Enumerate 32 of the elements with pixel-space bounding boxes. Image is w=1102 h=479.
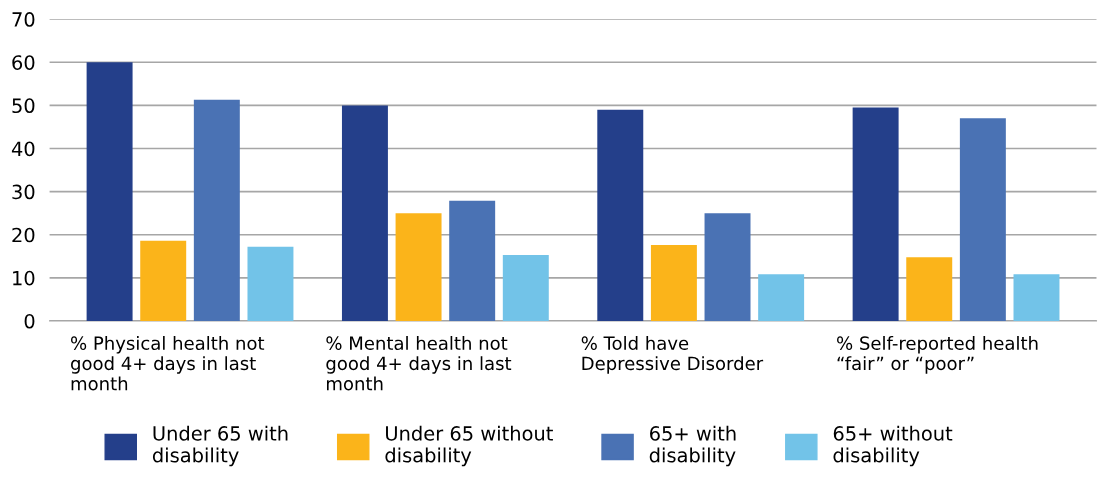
bar [449, 200, 496, 321]
y-tick-label: 50 [12, 98, 35, 114]
bar [247, 246, 294, 321]
bar [86, 62, 133, 321]
legend-label: Under 65 with disability [152, 425, 288, 467]
y-tick-label: 40 [11, 141, 35, 157]
legend-label: 65+ without disability [833, 425, 953, 467]
y-tick-label: 70 [12, 12, 35, 27]
x-tick-label: % Mental health not good 4+ days in last month [326, 336, 512, 391]
bar [341, 105, 388, 321]
y-tick-label: 10 [13, 270, 35, 286]
y-tick-label: 30 [12, 184, 35, 200]
y-tick-label: 0 [24, 313, 35, 329]
bar [852, 107, 899, 321]
bar [650, 245, 697, 321]
bar [193, 99, 240, 321]
bar [140, 240, 187, 321]
x-tick-label: % Physical health not good 4+ days in last month [71, 336, 265, 391]
y-tick-label: 20 [12, 227, 35, 243]
x-tick-label: % Told have Depressive Disorder [581, 336, 764, 374]
legend-label: 65+ with disability [649, 425, 736, 467]
x-tick-label: % Self-reported health “fair” or “poor” [837, 336, 1038, 374]
y-tick-label: 60 [12, 55, 35, 70]
bar [597, 109, 644, 321]
bar [704, 213, 751, 321]
legend-label: Under 65 without disability [385, 425, 553, 467]
bar [758, 274, 805, 321]
bar [502, 254, 549, 321]
bar [959, 118, 1006, 321]
bar [395, 213, 442, 321]
bar [1013, 274, 1060, 321]
bar [906, 257, 953, 321]
